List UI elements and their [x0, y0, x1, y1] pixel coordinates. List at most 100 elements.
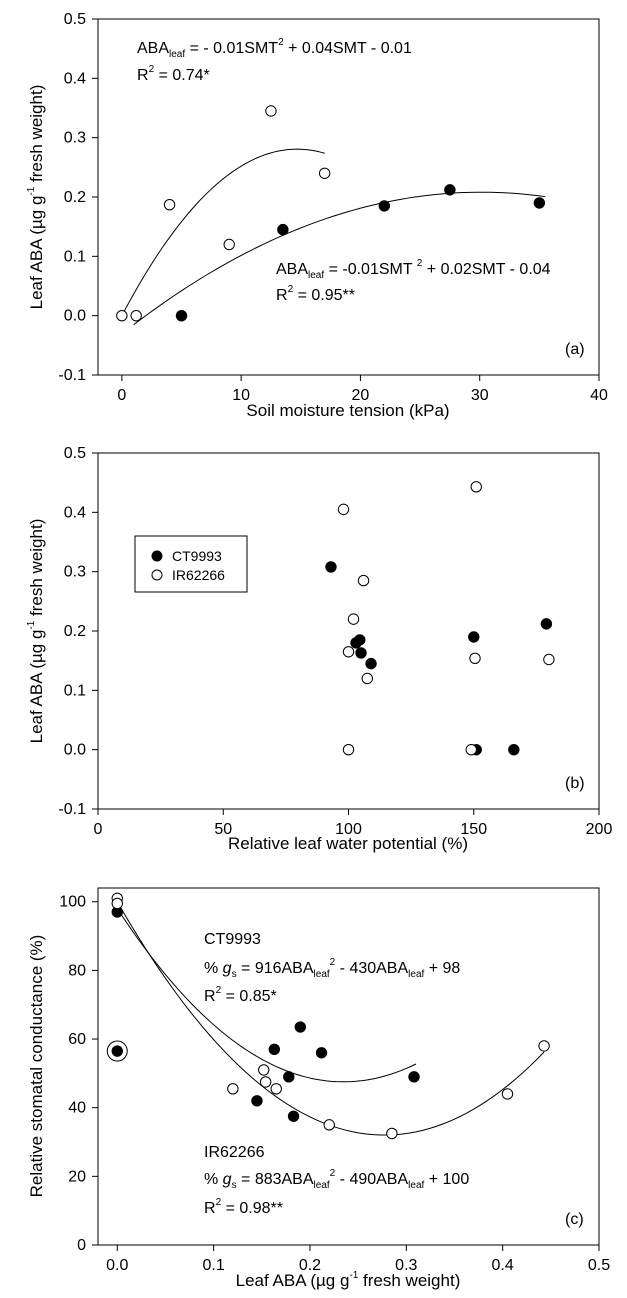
y-ticks-a: -0.1 0.0 0.1 0.2 0.3 0.4 0.5	[58, 11, 98, 384]
r-squared-ir62266-a: R2 = 0.74*	[137, 64, 210, 84]
x-axis-label-b: Relative leaf water potential (%)	[228, 834, 468, 853]
data-point-open	[501, 1088, 514, 1100]
x-axis-label-c: Leaf ABA (µg g-1 fresh weight)	[236, 1270, 461, 1290]
data-point-filled	[283, 1071, 295, 1083]
fit-curves-a	[121, 148, 546, 326]
data-point-filled	[315, 1047, 328, 1059]
y-tick-label: 20	[68, 1168, 86, 1185]
data-point-filled	[268, 1043, 281, 1056]
x-tick-label: 0	[94, 821, 103, 838]
y-axis-label-b: Leaf ABA (µg g-1 fresh weight)	[26, 519, 46, 744]
x-tick-label: 150	[460, 821, 487, 838]
data-point-filled	[294, 1021, 307, 1033]
y-tick-label: 0.3	[64, 564, 86, 581]
data-point-filled	[355, 647, 367, 659]
panel-label-b: (b)	[565, 775, 585, 792]
y-axis-label-a: Leaf ABA (µg g-1 fresh weight)	[26, 85, 46, 310]
y-tick-label: 0.1	[64, 248, 86, 265]
x-tick-label: 200	[586, 821, 613, 838]
x-ticks-c: 0.0 0.1 0.2 0.3 0.4 0.5	[106, 1245, 610, 1274]
data-point-open	[258, 1064, 270, 1076]
panel-label-a: (a)	[565, 341, 585, 358]
data-point-filled	[468, 631, 480, 643]
legend-label-ct9993: CT9993	[172, 548, 222, 564]
r-squared-ct9993-a: R2 = 0.95**	[276, 284, 355, 304]
equation-ir62266-a: ABAleaf = - 0.01SMT2 + 0.04SMT - 0.01	[137, 37, 412, 60]
legend-label-ir62266: IR62266	[172, 567, 225, 583]
data-point-filled	[533, 197, 546, 209]
data-point-open	[130, 309, 142, 322]
x-tick-label: 20	[352, 387, 370, 404]
equation-ct9993-a: ABAleaf = -0.01SMT 2 + 0.02SMT - 0.04	[276, 258, 551, 281]
x-tick-label: 0.3	[395, 1257, 417, 1274]
x-axis-label-a: Soil moisture tension (kPa)	[246, 401, 449, 420]
y-ticks-c: 0 20 40 60 80 100	[59, 894, 98, 1254]
data-point-open	[357, 574, 370, 587]
data-point-filled	[325, 561, 337, 573]
x-ticks-b: 0 50 100 150 200	[94, 809, 613, 838]
data-point-filled	[175, 309, 188, 322]
x-tick-label: 0.2	[299, 1257, 321, 1274]
panel-label-c: (c)	[565, 1211, 584, 1228]
data-point-open	[323, 1119, 335, 1131]
data-point-filled	[111, 1045, 123, 1057]
data-point-filled	[277, 223, 289, 236]
x-tick-label: 0.5	[588, 1257, 610, 1274]
data-point-open	[337, 503, 350, 516]
data-point-open	[470, 481, 482, 493]
data-point-open	[342, 743, 355, 756]
legend-box	[134, 535, 248, 593]
data-point-open	[347, 613, 360, 625]
y-tick-label: 100	[59, 894, 86, 911]
panel-c: 0 20 40 60 80 100 0.0 0.1 0.2 0.3 0.4 0.5 CT9993 %…	[27, 887, 610, 1290]
data-point-filled	[354, 634, 366, 646]
x-tick-label: 30	[471, 387, 489, 404]
panel-a: -0.1 0.0 0.1 0.2 0.3 0.4 0.5 0 10 20 30 40 ABAleaf…	[26, 11, 608, 420]
data-point-open	[111, 897, 123, 910]
data-point-open	[318, 167, 331, 179]
data-points-a	[116, 105, 546, 322]
data-point-open	[227, 1083, 239, 1095]
label-ir62266-c: IR62266	[204, 1144, 265, 1161]
fit-curve-1	[116, 908, 417, 1083]
data-point-filled	[444, 184, 456, 196]
data-point-open	[342, 646, 355, 658]
y-tick-label: 0.4	[64, 70, 86, 87]
y-tick-label: 0	[77, 1237, 86, 1254]
y-tick-label: 0.0	[64, 742, 86, 759]
plot-frame-b	[97, 452, 600, 810]
y-tick-label: 0.3	[64, 130, 86, 147]
y-tick-label: 60	[68, 1031, 86, 1048]
data-point-filled	[287, 1110, 300, 1122]
fit-curve-2	[121, 148, 325, 316]
plot-frame-c	[97, 887, 600, 1246]
r-squared-ir62266-c: R2 = 0.98**	[204, 1197, 283, 1217]
highlight-ring	[106, 1040, 128, 1062]
data-point-open	[465, 743, 477, 756]
y-tick-label: 0.2	[64, 189, 86, 206]
y-axis-label-c: Relative stomatal conductance (%)	[27, 935, 46, 1198]
y-tick-label: 80	[68, 962, 86, 979]
data-point-open	[538, 1040, 550, 1052]
data-point-open	[543, 653, 555, 666]
x-tick-label: 0.0	[106, 1257, 128, 1274]
y-tick-label: 0.1	[64, 682, 86, 699]
y-tick-label: 0.4	[64, 504, 86, 521]
fit-curves-c	[116, 901, 545, 1136]
x-tick-label: 50	[214, 821, 232, 838]
y-tick-label: -0.1	[58, 801, 86, 818]
y-tick-label: 0.5	[64, 11, 86, 28]
legend-marker-ct9993	[151, 550, 163, 562]
x-tick-label: 10	[232, 387, 250, 404]
data-point-filled	[251, 1095, 263, 1107]
x-tick-label: 40	[590, 387, 608, 404]
equation-ir62266-c: % gs = 883ABAleaf2 - 490ABAleaf + 100	[204, 1168, 469, 1191]
r-squared-ct9993-c: R2 = 0.85*	[204, 985, 277, 1005]
data-points-c	[106, 892, 550, 1140]
y-ticks-b: -0.1 0.0 0.1 0.2 0.3 0.4 0.5	[58, 445, 98, 818]
y-tick-label: 0.2	[64, 623, 86, 640]
data-point-open	[270, 1083, 282, 1095]
y-tick-label: -0.1	[58, 367, 86, 384]
x-tick-label: 0.1	[202, 1257, 224, 1274]
